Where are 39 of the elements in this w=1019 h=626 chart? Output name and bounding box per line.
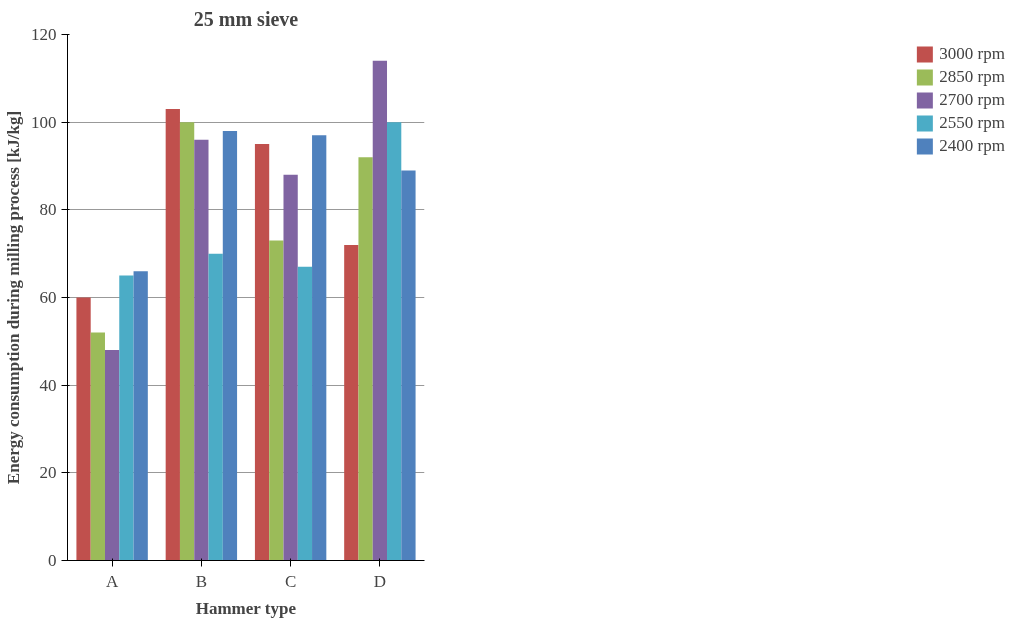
bar	[76, 297, 91, 561]
bar	[269, 240, 284, 561]
legend-label: 2700 rpm	[939, 90, 1005, 110]
y-tick-label: 80	[39, 200, 57, 220]
y-tick-label: 0	[48, 551, 57, 570]
bar	[208, 253, 223, 561]
x-axis-title: Hammer type	[195, 598, 297, 618]
bar	[358, 157, 373, 561]
y-tick-label: 60	[39, 288, 57, 307]
bar	[90, 332, 105, 561]
y-tick-label: 120	[31, 25, 57, 44]
bar	[401, 170, 416, 561]
y-axis-title: Energy consumption during milling process [kJ/kg]	[4, 110, 23, 485]
bar	[297, 266, 313, 561]
bar	[133, 271, 148, 561]
legend-label: 3000 rpm	[939, 44, 1005, 64]
bar	[387, 122, 402, 561]
x-tick-label: C	[284, 571, 297, 591]
bar	[283, 174, 298, 561]
legend-label: 2400 rpm	[939, 136, 1005, 156]
y-tick-label: 40	[39, 375, 57, 395]
bar	[312, 135, 327, 561]
x-tick-label: B	[195, 571, 208, 591]
legend-label: 2550 rpm	[939, 113, 1005, 133]
y-tick-label: 100	[31, 112, 57, 132]
bar	[119, 275, 134, 561]
bar	[344, 244, 359, 561]
bar	[165, 109, 180, 561]
x-tick-label: A	[105, 571, 119, 591]
bar	[194, 139, 209, 561]
legend-label: 2850 rpm	[939, 67, 1005, 87]
y-tick-label: 20	[39, 463, 57, 483]
bar	[254, 144, 270, 561]
bar	[104, 350, 120, 561]
bar	[222, 130, 238, 561]
bar	[179, 122, 195, 561]
x-tick-label: D	[373, 571, 387, 591]
chart-title: 25 mm sieve	[193, 7, 299, 30]
bar	[372, 60, 388, 561]
